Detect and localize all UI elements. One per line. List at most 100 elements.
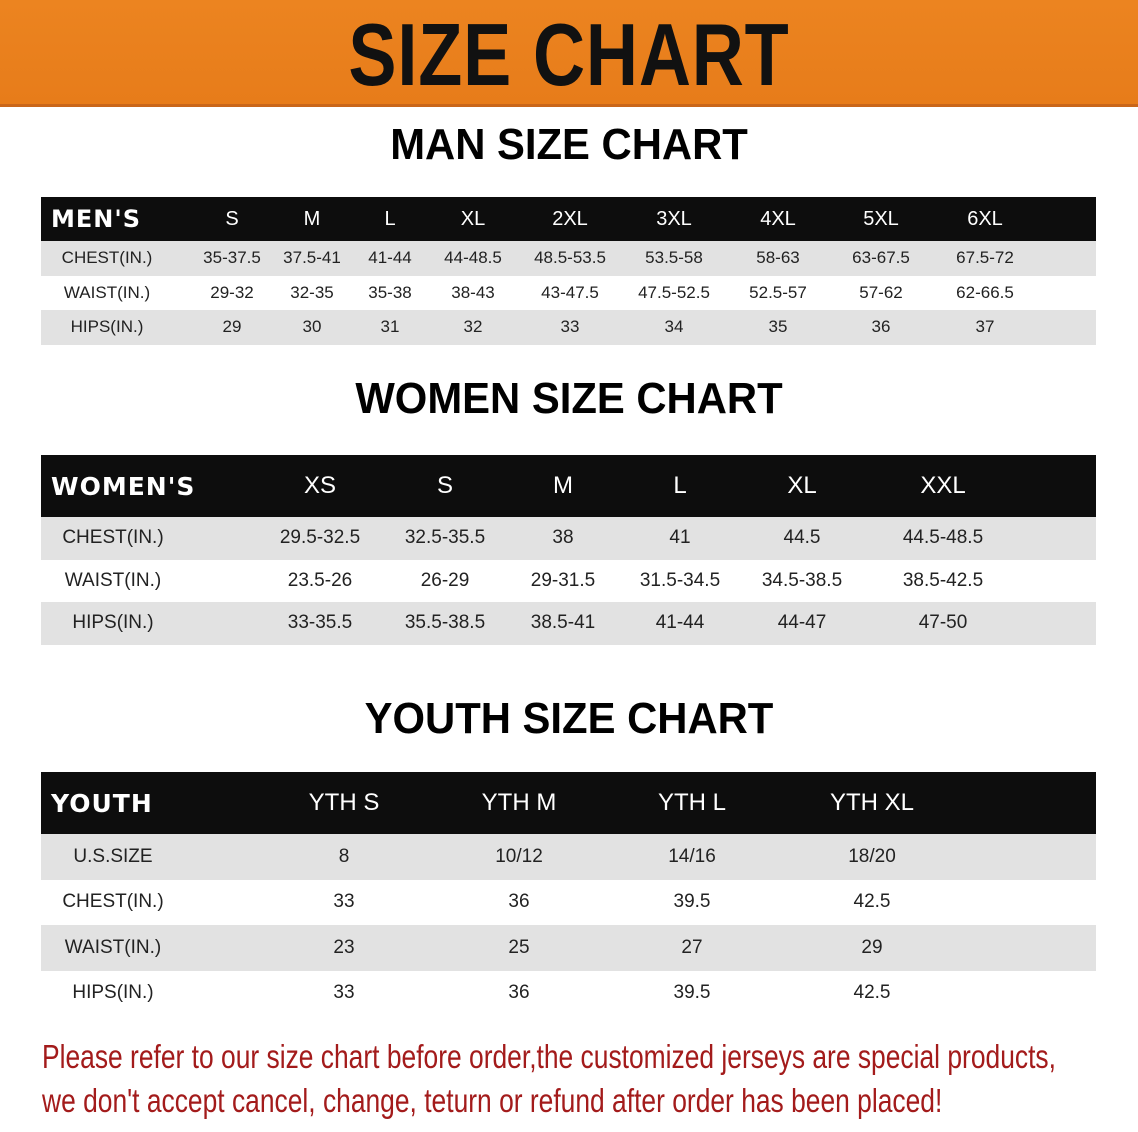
table-cell: 39.5 bbox=[673, 982, 711, 1004]
table-cell: 42.5 bbox=[853, 891, 891, 913]
table-cell: 67.5-72 bbox=[956, 248, 1014, 268]
table-row: CHEST(IN.) 29.5-32.5 32.5-35.5 38 41 44.5 44.5… bbox=[41, 517, 1096, 560]
table-cell: 29 bbox=[222, 317, 242, 337]
table-cell: 35 bbox=[768, 317, 788, 337]
table-cell: 32 bbox=[463, 317, 483, 337]
table-cell: 41 bbox=[669, 527, 691, 549]
size-header-cell: XXL bbox=[920, 472, 966, 499]
size-header-cell: XL bbox=[460, 207, 486, 230]
youth-section-title: YOUTH SIZE CHART bbox=[364, 694, 774, 743]
table-cell: 35-37.5 bbox=[203, 248, 261, 268]
women-section-title: WOMEN SIZE CHART bbox=[355, 374, 783, 423]
table-row: CHEST(IN.) 35-37.5 37.5-41 41-44 44-48.5 48.5… bbox=[41, 241, 1096, 276]
table-cell: 33 bbox=[333, 982, 355, 1004]
table-cell: 33 bbox=[333, 891, 355, 913]
measure-label: WAIST(IN.) bbox=[63, 282, 151, 302]
size-header-cell: YTH M bbox=[481, 789, 557, 816]
size-header-cell: 3XL bbox=[656, 207, 692, 230]
table-cell: 38-43 bbox=[451, 282, 495, 302]
table-cell: 41-44 bbox=[655, 612, 705, 634]
table-cell: 27 bbox=[681, 936, 703, 958]
table-cell: 62-66.5 bbox=[956, 282, 1014, 302]
table-cell: 29-31.5 bbox=[530, 569, 596, 591]
table-cell: 30 bbox=[302, 317, 322, 337]
table-corner-label: MEN'S bbox=[51, 205, 141, 233]
banner: SIZE CHART bbox=[0, 0, 1138, 107]
table-cell: 39.5 bbox=[673, 891, 711, 913]
table-corner-label: WOMEN'S bbox=[51, 471, 196, 501]
measure-label: WAIST(IN.) bbox=[64, 569, 162, 591]
table-cell: 14/16 bbox=[668, 845, 716, 867]
table-cell: 42.5 bbox=[853, 982, 891, 1004]
table-cell: 35.5-38.5 bbox=[404, 612, 486, 634]
table-cell: 43-47.5 bbox=[541, 282, 599, 302]
table-row: WAIST(IN.) 29-32 32-35 35-38 38-43 43-47.5 47.… bbox=[41, 275, 1096, 310]
table-cell: 25 bbox=[508, 936, 530, 958]
size-header-cell: XS bbox=[303, 472, 337, 499]
table-cell: 37 bbox=[975, 317, 995, 337]
table-corner-label: YOUTH bbox=[51, 788, 153, 818]
measure-label: HIPS(IN.) bbox=[72, 612, 154, 634]
size-header-cell: S bbox=[225, 207, 239, 230]
table-cell: 44.5-48.5 bbox=[902, 527, 984, 549]
size-header-cell: 5XL bbox=[863, 207, 899, 230]
table-cell: 57-62 bbox=[859, 282, 903, 302]
table-cell: 31 bbox=[380, 317, 400, 337]
size-header-cell: XL bbox=[787, 472, 817, 499]
table-cell: 38.5-41 bbox=[530, 612, 596, 634]
table-cell: 63-67.5 bbox=[852, 248, 910, 268]
table-cell: 32.5-35.5 bbox=[404, 527, 486, 549]
measure-label: CHEST(IN.) bbox=[61, 248, 153, 268]
size-header-cell: 6XL bbox=[967, 207, 1003, 230]
table-cell: 29 bbox=[861, 936, 883, 958]
measure-label: WAIST(IN.) bbox=[64, 936, 162, 958]
size-header-cell: YTH L bbox=[657, 789, 727, 816]
table-cell: 37.5-41 bbox=[283, 248, 341, 268]
measure-label: HIPS(IN.) bbox=[70, 317, 144, 337]
banner-title: SIZE CHART bbox=[348, 5, 790, 104]
table-header-row: MEN'S S M L XL 2XL 3XL 4XL 5XL 6XL bbox=[41, 197, 1096, 241]
table-row: WAIST(IN.) 23 25 27 29 bbox=[41, 925, 1096, 971]
table-cell: 18/20 bbox=[848, 845, 896, 867]
table-row: HIPS(IN.) 29 30 31 32 33 34 35 36 37 bbox=[41, 310, 1096, 345]
table-cell: 35-38 bbox=[368, 282, 412, 302]
table-cell: 31.5-34.5 bbox=[639, 569, 721, 591]
size-header-cell: YTH XL bbox=[829, 789, 915, 816]
size-header-cell: 4XL bbox=[760, 207, 796, 230]
table-cell: 32-35 bbox=[290, 282, 334, 302]
table-cell: 29.5-32.5 bbox=[279, 527, 361, 549]
table-cell: 10/12 bbox=[495, 845, 543, 867]
table-cell: 23.5-26 bbox=[287, 569, 353, 591]
table-header-row: YOUTH YTH S YTH M YTH L YTH XL bbox=[41, 772, 1096, 834]
table-cell: 52.5-57 bbox=[749, 282, 807, 302]
table-cell: 53.5-58 bbox=[645, 248, 703, 268]
table-cell: 34.5-38.5 bbox=[761, 569, 843, 591]
measure-label: HIPS(IN.) bbox=[72, 982, 154, 1004]
table-cell: 38 bbox=[552, 527, 574, 549]
table-row: HIPS(IN.) 33-35.5 35.5-38.5 38.5-41 41-44 44-… bbox=[41, 602, 1096, 645]
table-cell: 33 bbox=[560, 317, 580, 337]
measure-label: CHEST(IN.) bbox=[62, 891, 164, 913]
size-header-cell: L bbox=[673, 472, 687, 499]
table-cell: 8 bbox=[338, 845, 350, 867]
table-cell: 58-63 bbox=[756, 248, 800, 268]
table-cell: 26-29 bbox=[420, 569, 470, 591]
table-cell: 44.5 bbox=[783, 527, 821, 549]
table-cell: 47.5-52.5 bbox=[638, 282, 710, 302]
table-row: WAIST(IN.) 23.5-26 26-29 29-31.5 31.5-34.5 34… bbox=[41, 559, 1096, 602]
table-cell: 44-48.5 bbox=[444, 248, 502, 268]
table-cell: 29-32 bbox=[210, 282, 254, 302]
table-cell: 34 bbox=[664, 317, 684, 337]
table-cell: 36 bbox=[508, 982, 530, 1004]
size-header-cell: YTH S bbox=[308, 789, 380, 816]
table-row: HIPS(IN.) 33 36 39.5 42.5 bbox=[41, 970, 1096, 1016]
table-cell: 36 bbox=[508, 891, 530, 913]
table-cell: 48.5-53.5 bbox=[534, 248, 606, 268]
table-row: CHEST(IN.) 33 36 39.5 42.5 bbox=[41, 879, 1096, 925]
table-row: U.S.SIZE 8 10/12 14/16 18/20 bbox=[41, 834, 1096, 880]
table-cell: 41-44 bbox=[368, 248, 412, 268]
size-header-cell: L bbox=[384, 207, 396, 230]
table-cell: 38.5-42.5 bbox=[902, 569, 984, 591]
table-header-row: WOMEN'S XS S M L XL XXL bbox=[41, 455, 1096, 517]
notice-line-1: Please refer to our size chart before or… bbox=[42, 1038, 1056, 1075]
